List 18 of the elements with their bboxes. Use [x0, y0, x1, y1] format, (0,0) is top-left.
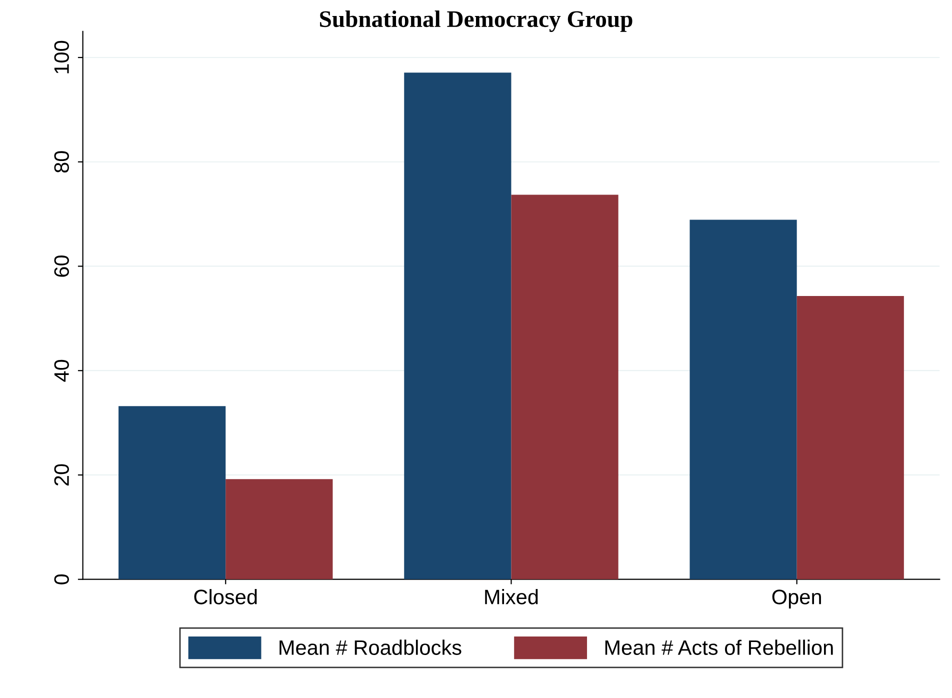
- legend-label: Mean # Acts of Rebellion: [605, 640, 833, 655]
- bar: [118, 406, 226, 580]
- x-tick-label: Open: [772, 590, 821, 608]
- bar: [690, 220, 797, 580]
- bar: [796, 296, 904, 580]
- y-tick-label: 20: [54, 464, 69, 486]
- chart-title: Subnational Democracy Group: [320, 10, 632, 32]
- y-tick-label: 80: [54, 151, 69, 173]
- bar: [226, 479, 333, 580]
- y-tick-label: 0: [54, 574, 69, 584]
- bar: [511, 194, 618, 580]
- y-tick-label: 100: [54, 40, 69, 74]
- y-tick-label: 60: [54, 255, 69, 277]
- x-tick-label: Mixed: [485, 589, 538, 604]
- bar: [404, 72, 512, 580]
- x-tick-label: Closed: [194, 589, 257, 604]
- y-tick-label: 40: [54, 360, 69, 382]
- legend-label: Mean # Roadblocks: [280, 640, 462, 655]
